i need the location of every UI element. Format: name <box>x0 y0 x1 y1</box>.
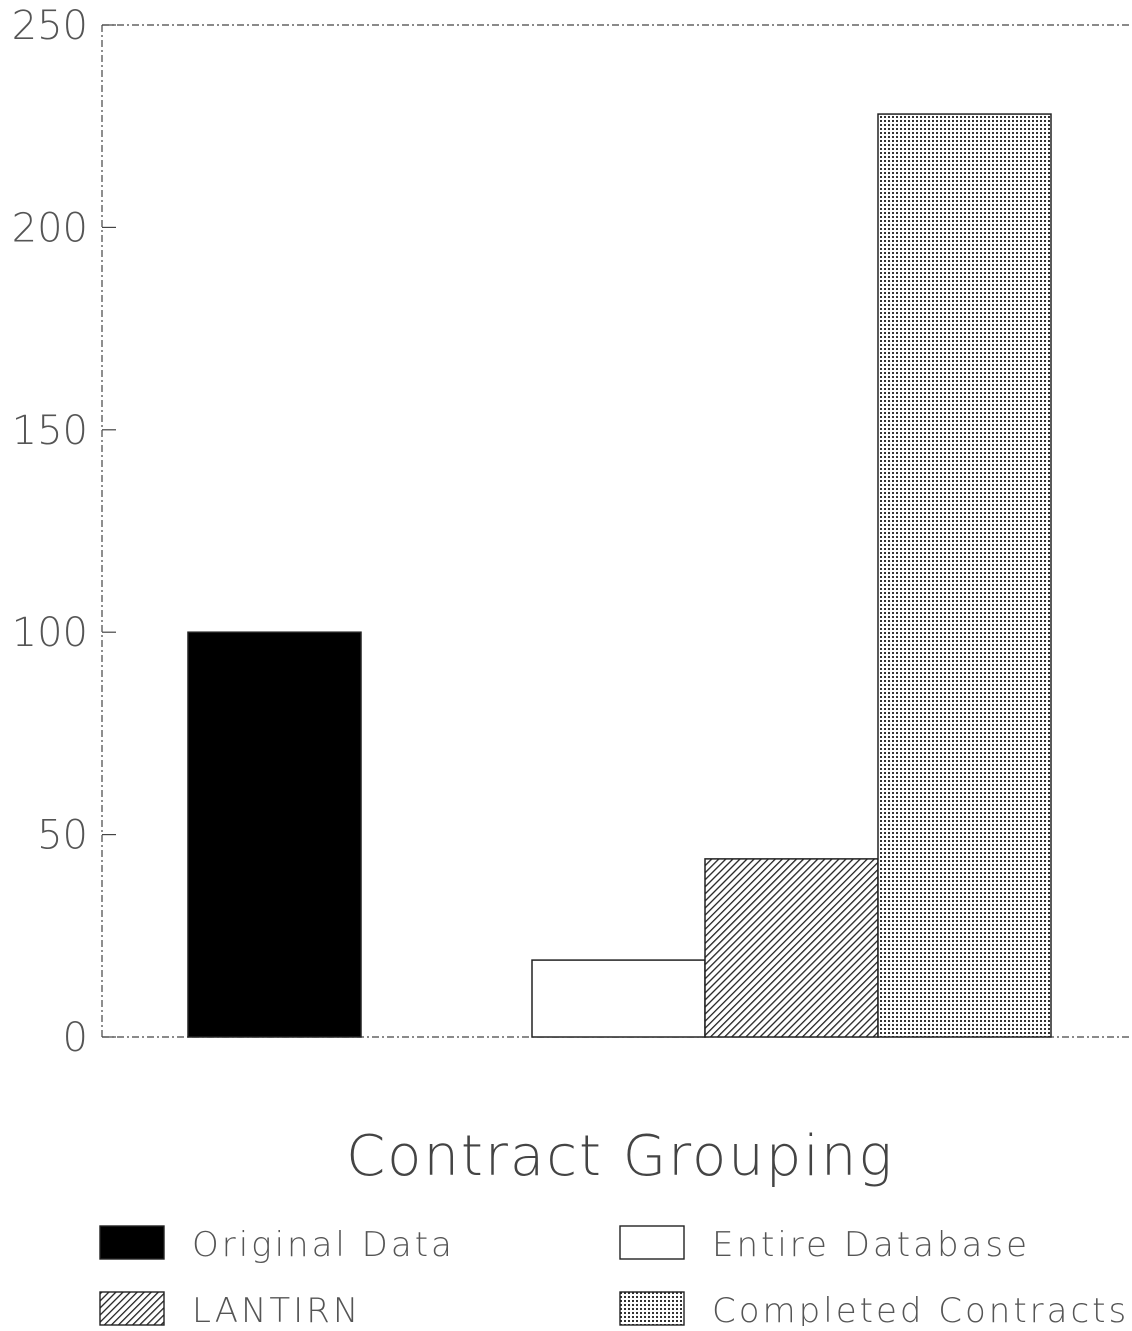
x-axis-title: Contract Grouping <box>346 1124 894 1189</box>
legend-label-completed-contracts: Completed Contracts <box>712 1291 1129 1326</box>
legend: Original Data Entire Database LANTIRN Compl… <box>99 1225 1129 1331</box>
legend-swatch-original-data <box>99 1225 165 1260</box>
axes: 0 50 100 150 200 250 <box>12 3 1132 1061</box>
legend-swatch-entire-database <box>619 1225 685 1260</box>
legend-label-original-data: Original Data <box>192 1225 455 1265</box>
y-tick-label: 100 <box>12 610 88 656</box>
legend-swatch-completed-contracts <box>619 1291 685 1326</box>
bar-original-data <box>187 631 362 1038</box>
legend-swatch-lantirn <box>99 1291 165 1326</box>
bars <box>187 113 1052 1038</box>
bar-entire-database <box>531 959 706 1038</box>
bar-completed-contracts <box>877 113 1052 1038</box>
legend-label-lantirn: LANTIRN <box>192 1291 361 1326</box>
legend-label-entire-database: Entire Database <box>712 1225 1030 1265</box>
y-tick-label: 150 <box>12 408 88 454</box>
labels: Contract Grouping <box>346 1124 894 1189</box>
y-tick-label: 250 <box>12 3 88 49</box>
bar-lantirn <box>704 858 879 1038</box>
y-tick-label: 50 <box>37 813 88 859</box>
y-tick-label: 0 <box>63 1015 88 1061</box>
y-tick-label: 200 <box>12 205 88 251</box>
